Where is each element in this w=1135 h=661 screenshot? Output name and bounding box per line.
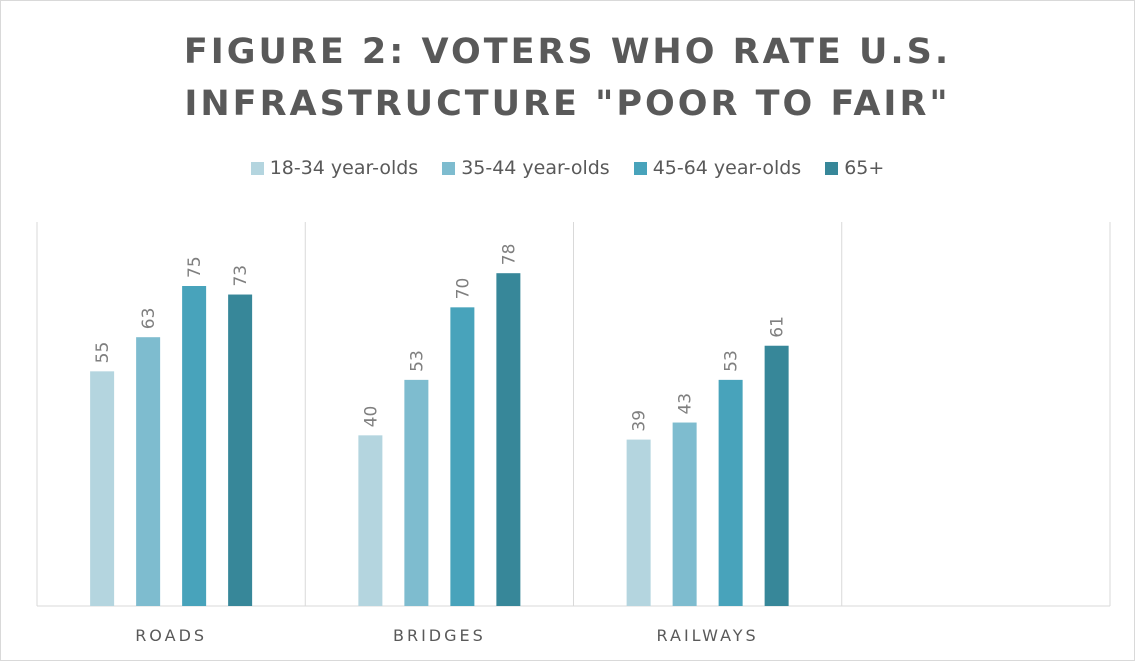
data-label: 39 (630, 410, 650, 432)
legend-swatch (825, 161, 839, 175)
legend-label: 35-44 year-olds (461, 157, 610, 179)
x-tick-label: BRIDGES (393, 626, 486, 645)
bar (182, 286, 207, 606)
legend-label: 45-64 year-olds (652, 157, 802, 179)
data-label: 61 (768, 316, 788, 338)
legend-item: 65+ (825, 157, 884, 179)
legend-item: 18-34 year-olds (250, 157, 419, 179)
data-label: 55 (93, 342, 113, 364)
data-label: 78 (499, 244, 519, 266)
bar (496, 273, 521, 606)
data-label: 53 (722, 350, 742, 372)
bar (136, 337, 161, 606)
x-tick-label: ROADS (135, 626, 207, 645)
legend-swatch (442, 161, 456, 175)
bar (764, 345, 789, 606)
legend-item: 45-64 year-olds (633, 157, 802, 179)
legend-label: 65+ (844, 157, 885, 179)
bar (450, 307, 475, 606)
chart-title: FIGURE 2: VOTERS WHO RATE U.S. INFRASTRU… (183, 32, 952, 124)
bar (626, 439, 651, 606)
data-label: 63 (139, 308, 159, 330)
bar (718, 379, 743, 606)
x-tick-label: RAILWAYS (657, 626, 759, 645)
legend-swatch (633, 161, 647, 175)
data-label: 40 (361, 406, 381, 428)
bar (672, 422, 697, 606)
legend-item: 35-44 year-olds (442, 157, 610, 179)
data-label: 75 (185, 256, 205, 278)
bar (228, 294, 253, 606)
bar (404, 379, 429, 606)
data-label: 70 (453, 278, 473, 300)
bar (90, 371, 115, 606)
bar (358, 435, 383, 606)
legend-swatch (250, 161, 264, 175)
data-label: 73 (231, 265, 251, 287)
data-label: 43 (676, 393, 696, 415)
legend: 18-34 year-olds 35-44 year-olds 45-64 year… (0, 157, 1135, 179)
data-label: 53 (407, 350, 427, 372)
legend-label: 18-34 year-olds (269, 157, 419, 179)
